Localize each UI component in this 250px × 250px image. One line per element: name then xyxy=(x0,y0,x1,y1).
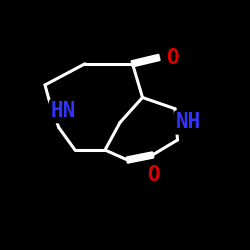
Text: NH: NH xyxy=(176,112,202,132)
Text: O: O xyxy=(148,165,160,185)
Text: HN: HN xyxy=(51,101,76,121)
Text: O: O xyxy=(166,48,179,68)
